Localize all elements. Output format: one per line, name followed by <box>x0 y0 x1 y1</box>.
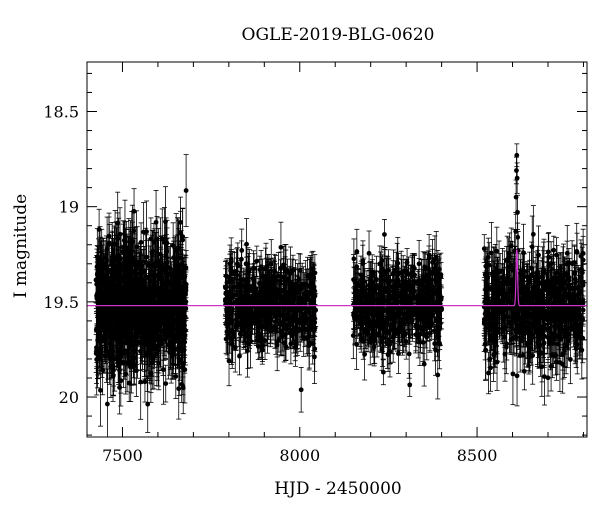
data-point <box>134 292 140 297</box>
data-point <box>121 360 126 365</box>
data-point <box>124 312 129 318</box>
data-point <box>100 266 106 272</box>
data-point <box>182 332 188 338</box>
data-point <box>121 260 127 266</box>
data-point <box>298 387 304 393</box>
data-point <box>106 233 112 239</box>
data-point <box>125 261 131 267</box>
data-point <box>173 373 179 379</box>
data-point <box>172 346 178 352</box>
data-point <box>147 291 152 297</box>
data-point <box>105 348 111 354</box>
data-point <box>278 244 284 250</box>
data-point <box>148 341 154 347</box>
data-point <box>141 269 146 275</box>
data-point <box>98 312 104 317</box>
data-point <box>114 273 120 278</box>
data-point <box>117 280 122 286</box>
data-point <box>102 329 108 335</box>
data-point <box>124 360 130 366</box>
data-point <box>170 315 176 321</box>
data-point <box>276 337 282 343</box>
chart-title: OGLE-2019-BLG-0620 <box>242 25 435 45</box>
data-point <box>99 338 105 344</box>
data-point <box>96 227 102 232</box>
data-point <box>131 287 137 293</box>
data-point <box>125 267 131 273</box>
data-point <box>176 386 182 392</box>
data-point <box>106 269 112 275</box>
data-point <box>260 347 265 353</box>
data-point <box>134 244 139 250</box>
data-point <box>153 219 159 225</box>
data-point <box>171 255 176 261</box>
data-point <box>138 239 144 245</box>
data-point <box>169 334 175 340</box>
data-point <box>158 268 164 274</box>
data-point <box>144 287 149 293</box>
data-point <box>176 358 182 363</box>
data-point <box>167 349 173 355</box>
data-point <box>180 234 186 240</box>
data-point <box>166 280 172 286</box>
data-point <box>145 401 151 407</box>
data-point <box>163 250 169 255</box>
data-point <box>183 188 189 193</box>
data-point <box>126 341 132 347</box>
data-point <box>178 255 183 261</box>
data-point <box>151 273 157 279</box>
data-point <box>142 314 147 320</box>
data-point <box>170 352 176 357</box>
data-point <box>95 269 101 275</box>
data-point <box>141 229 147 235</box>
data-point <box>244 241 249 247</box>
data-points <box>93 143 586 438</box>
data-point <box>142 342 148 348</box>
data-point <box>164 263 169 269</box>
data-point <box>121 238 127 243</box>
y-axis-label: I magnitude <box>11 194 31 298</box>
data-point <box>95 348 101 354</box>
data-point <box>171 293 176 299</box>
data-point <box>112 241 118 247</box>
data-point <box>161 321 167 327</box>
data-point <box>131 324 136 330</box>
data-point <box>174 275 180 281</box>
data-point <box>146 348 151 354</box>
data-point <box>128 304 134 309</box>
data-point <box>174 306 180 312</box>
data-point <box>118 265 123 271</box>
x-axis-label: HJD - 2450000 <box>274 479 402 499</box>
data-point <box>115 313 121 319</box>
data-point <box>128 251 134 257</box>
data-point <box>135 309 141 315</box>
data-point <box>159 310 164 316</box>
data-point <box>148 236 154 242</box>
data-point <box>153 262 159 268</box>
data-point <box>117 356 123 361</box>
data-point <box>163 381 169 387</box>
data-point <box>181 347 187 353</box>
data-point <box>278 329 284 335</box>
data-point <box>112 258 117 264</box>
data-point <box>154 236 160 242</box>
data-point <box>237 353 242 359</box>
data-point <box>178 219 183 225</box>
data-point <box>180 385 186 391</box>
data-point <box>104 401 110 407</box>
data-point <box>98 387 103 393</box>
data-point <box>108 284 114 290</box>
data-point <box>154 343 160 349</box>
data-point <box>175 318 181 324</box>
data-point <box>100 367 106 373</box>
data-point <box>161 367 166 373</box>
data-point <box>118 378 124 384</box>
data-point <box>245 340 251 346</box>
data-point <box>109 352 115 358</box>
data-point <box>140 335 146 341</box>
data-point <box>156 360 162 366</box>
